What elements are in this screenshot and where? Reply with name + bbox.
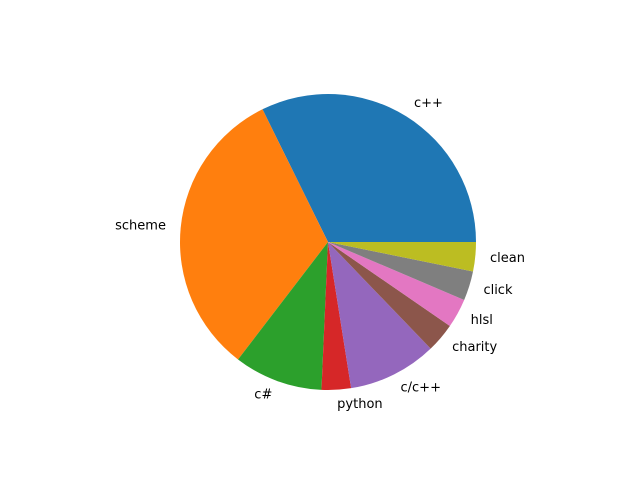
- pie-label-scheme: scheme: [115, 219, 166, 234]
- pie-slice-hlsl: [328, 242, 465, 326]
- pie-labels: c++ scheme c# python c/c++ charity hlsl click cl…: [115, 96, 525, 412]
- pie-slice-scheme: [179, 109, 328, 360]
- pie-label-csharp: c#: [254, 387, 272, 402]
- pie-slice-cplusplus: [262, 93, 476, 243]
- pie-slice-python: [321, 242, 352, 391]
- pie-label-c-cplusplus: c/c++: [401, 380, 441, 395]
- pie-slice-clean: [328, 242, 476, 272]
- pie-label-cplusplus: c++: [414, 96, 443, 111]
- pie-slice-charity: [328, 242, 450, 349]
- pie-label-clean: clean: [490, 251, 525, 266]
- pie-slices: [179, 93, 476, 391]
- pie-label-charity: charity: [452, 340, 497, 355]
- pie-slice-click: [328, 242, 474, 300]
- pie-slice-csharp: [238, 242, 328, 390]
- pie-slice-c-cplusplus: [328, 242, 431, 389]
- pie-label-click: click: [483, 283, 513, 298]
- pie-label-python: python: [337, 397, 382, 412]
- pie-label-hlsl: hlsl: [471, 313, 493, 328]
